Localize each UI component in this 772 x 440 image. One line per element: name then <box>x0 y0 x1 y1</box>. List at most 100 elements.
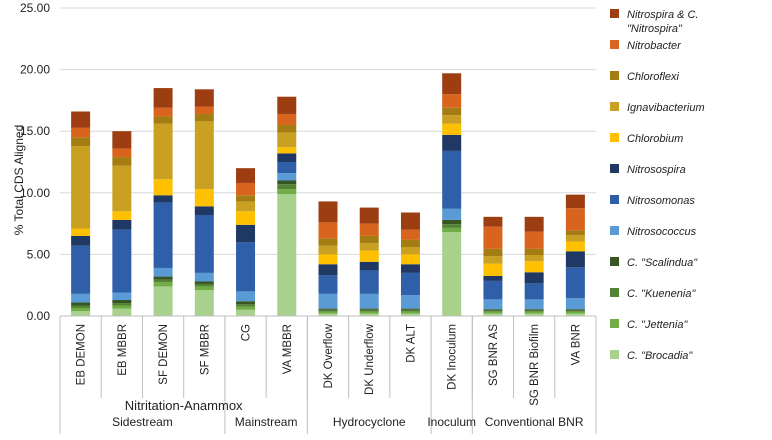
bar-segment <box>318 222 338 239</box>
bar-segment <box>359 261 379 271</box>
bar-segment <box>524 283 544 300</box>
bar-segment <box>483 226 503 249</box>
bar-segment <box>483 216 503 227</box>
bar-segment <box>483 299 503 310</box>
bar-segment <box>71 245 91 294</box>
bar-segment <box>400 239 420 248</box>
bar-segment <box>71 311 91 316</box>
x-category-label: DK Inoculum <box>447 324 459 390</box>
bar-segment <box>153 286 173 316</box>
bar-segment <box>524 311 544 314</box>
legend-label: Nitrosospira <box>627 164 686 176</box>
bar-segment <box>236 211 256 225</box>
bar-segment <box>236 304 256 307</box>
bar-segment <box>153 195 173 203</box>
bar-segment <box>442 224 462 228</box>
bar-segment <box>112 157 132 166</box>
bar-segment <box>236 195 256 202</box>
bar-segment <box>318 275 338 294</box>
bar-segment <box>153 282 173 287</box>
x-group-label: Mainstream <box>235 415 298 429</box>
bar-segment <box>112 148 132 158</box>
bar-segment <box>524 231 544 249</box>
y-tick-label: 25.00 <box>20 1 50 15</box>
bar-segment <box>318 254 338 265</box>
bar-segment <box>71 228 91 236</box>
bar-segment <box>524 299 544 310</box>
bar-segment <box>194 272 214 282</box>
bar-segment <box>565 235 585 242</box>
bar-segment <box>359 313 379 316</box>
legend-swatch <box>610 319 619 328</box>
x-category-label: CG <box>241 324 253 341</box>
bar-segment <box>442 107 462 116</box>
x-category-label: DK Overflow <box>323 323 335 388</box>
legend-label: Chlorobium <box>627 133 683 145</box>
bar-segment <box>565 241 585 252</box>
x-category-label: DK Underflow <box>364 323 376 395</box>
bar-segment <box>153 279 173 283</box>
bar-segment <box>277 189 297 195</box>
bar-segment <box>153 88 173 108</box>
legend-label: C. "Brocadia" <box>627 350 693 362</box>
bar-segment <box>318 311 338 314</box>
bar-segment <box>442 94 462 108</box>
bar-segment <box>359 270 379 294</box>
bar-segment <box>318 313 338 316</box>
bar-segment <box>359 311 379 314</box>
bar-segment <box>194 281 214 284</box>
bar-segment <box>359 250 379 262</box>
bar-segment <box>565 194 585 209</box>
bar-segment <box>277 125 297 133</box>
bar-segment <box>236 309 256 316</box>
bar-segment <box>359 243 379 251</box>
bar-segment <box>153 276 173 280</box>
legend-swatch <box>610 288 619 297</box>
bar-segment <box>236 182 256 196</box>
bar-segment <box>524 255 544 262</box>
bar-segment <box>71 235 91 246</box>
bar-segment <box>359 309 379 312</box>
bar-segment <box>277 180 297 185</box>
bar-segment <box>483 310 503 312</box>
bar-segment <box>112 303 132 306</box>
bar-segment <box>565 208 585 231</box>
bar-segment <box>318 309 338 312</box>
x-group-labels: Sidestream Mainstream Hydrocyclone Inoculum… <box>112 398 584 429</box>
bar-segment <box>442 208 462 220</box>
bar-segment <box>236 201 256 212</box>
bar-segment <box>442 150 462 209</box>
bar-segment <box>277 96 297 114</box>
bar-segment <box>277 132 297 148</box>
bar-segment <box>565 311 585 314</box>
x-category-label: SG BNR AS <box>488 324 500 386</box>
bar-segment <box>112 211 132 220</box>
bar-segment <box>442 219 462 225</box>
bar-segment <box>236 224 256 243</box>
bar-segment <box>524 313 544 316</box>
bar-segment <box>524 248 544 256</box>
legend-label: Nitrosococcus <box>627 226 697 238</box>
bar-segment <box>277 147 297 154</box>
bar-segment <box>442 73 462 95</box>
legend-label: Nitrobacter <box>627 40 682 52</box>
bar-segment <box>112 165 132 212</box>
bar-marks <box>71 73 585 316</box>
bar-segment <box>194 214 214 273</box>
bar-segment <box>483 248 503 257</box>
bar-segment <box>112 308 132 316</box>
bar-segment <box>359 308 379 310</box>
bar-segment <box>483 313 503 316</box>
bar-segment <box>277 153 297 162</box>
legend-label: C. "Kuenenia" <box>627 288 696 300</box>
bar-segment <box>236 168 256 183</box>
bar-segment <box>236 291 256 302</box>
legend-swatch <box>610 71 619 80</box>
bar-segment <box>318 201 338 223</box>
x-category-label: EB MBBR <box>117 324 129 376</box>
legend: Nitrospira & C. "Nitrospira" Nitrobacter Ch… <box>610 9 705 362</box>
gridlines <box>60 7 596 255</box>
x-category-label: VA BNR <box>570 324 582 365</box>
bar-segment <box>194 89 214 107</box>
